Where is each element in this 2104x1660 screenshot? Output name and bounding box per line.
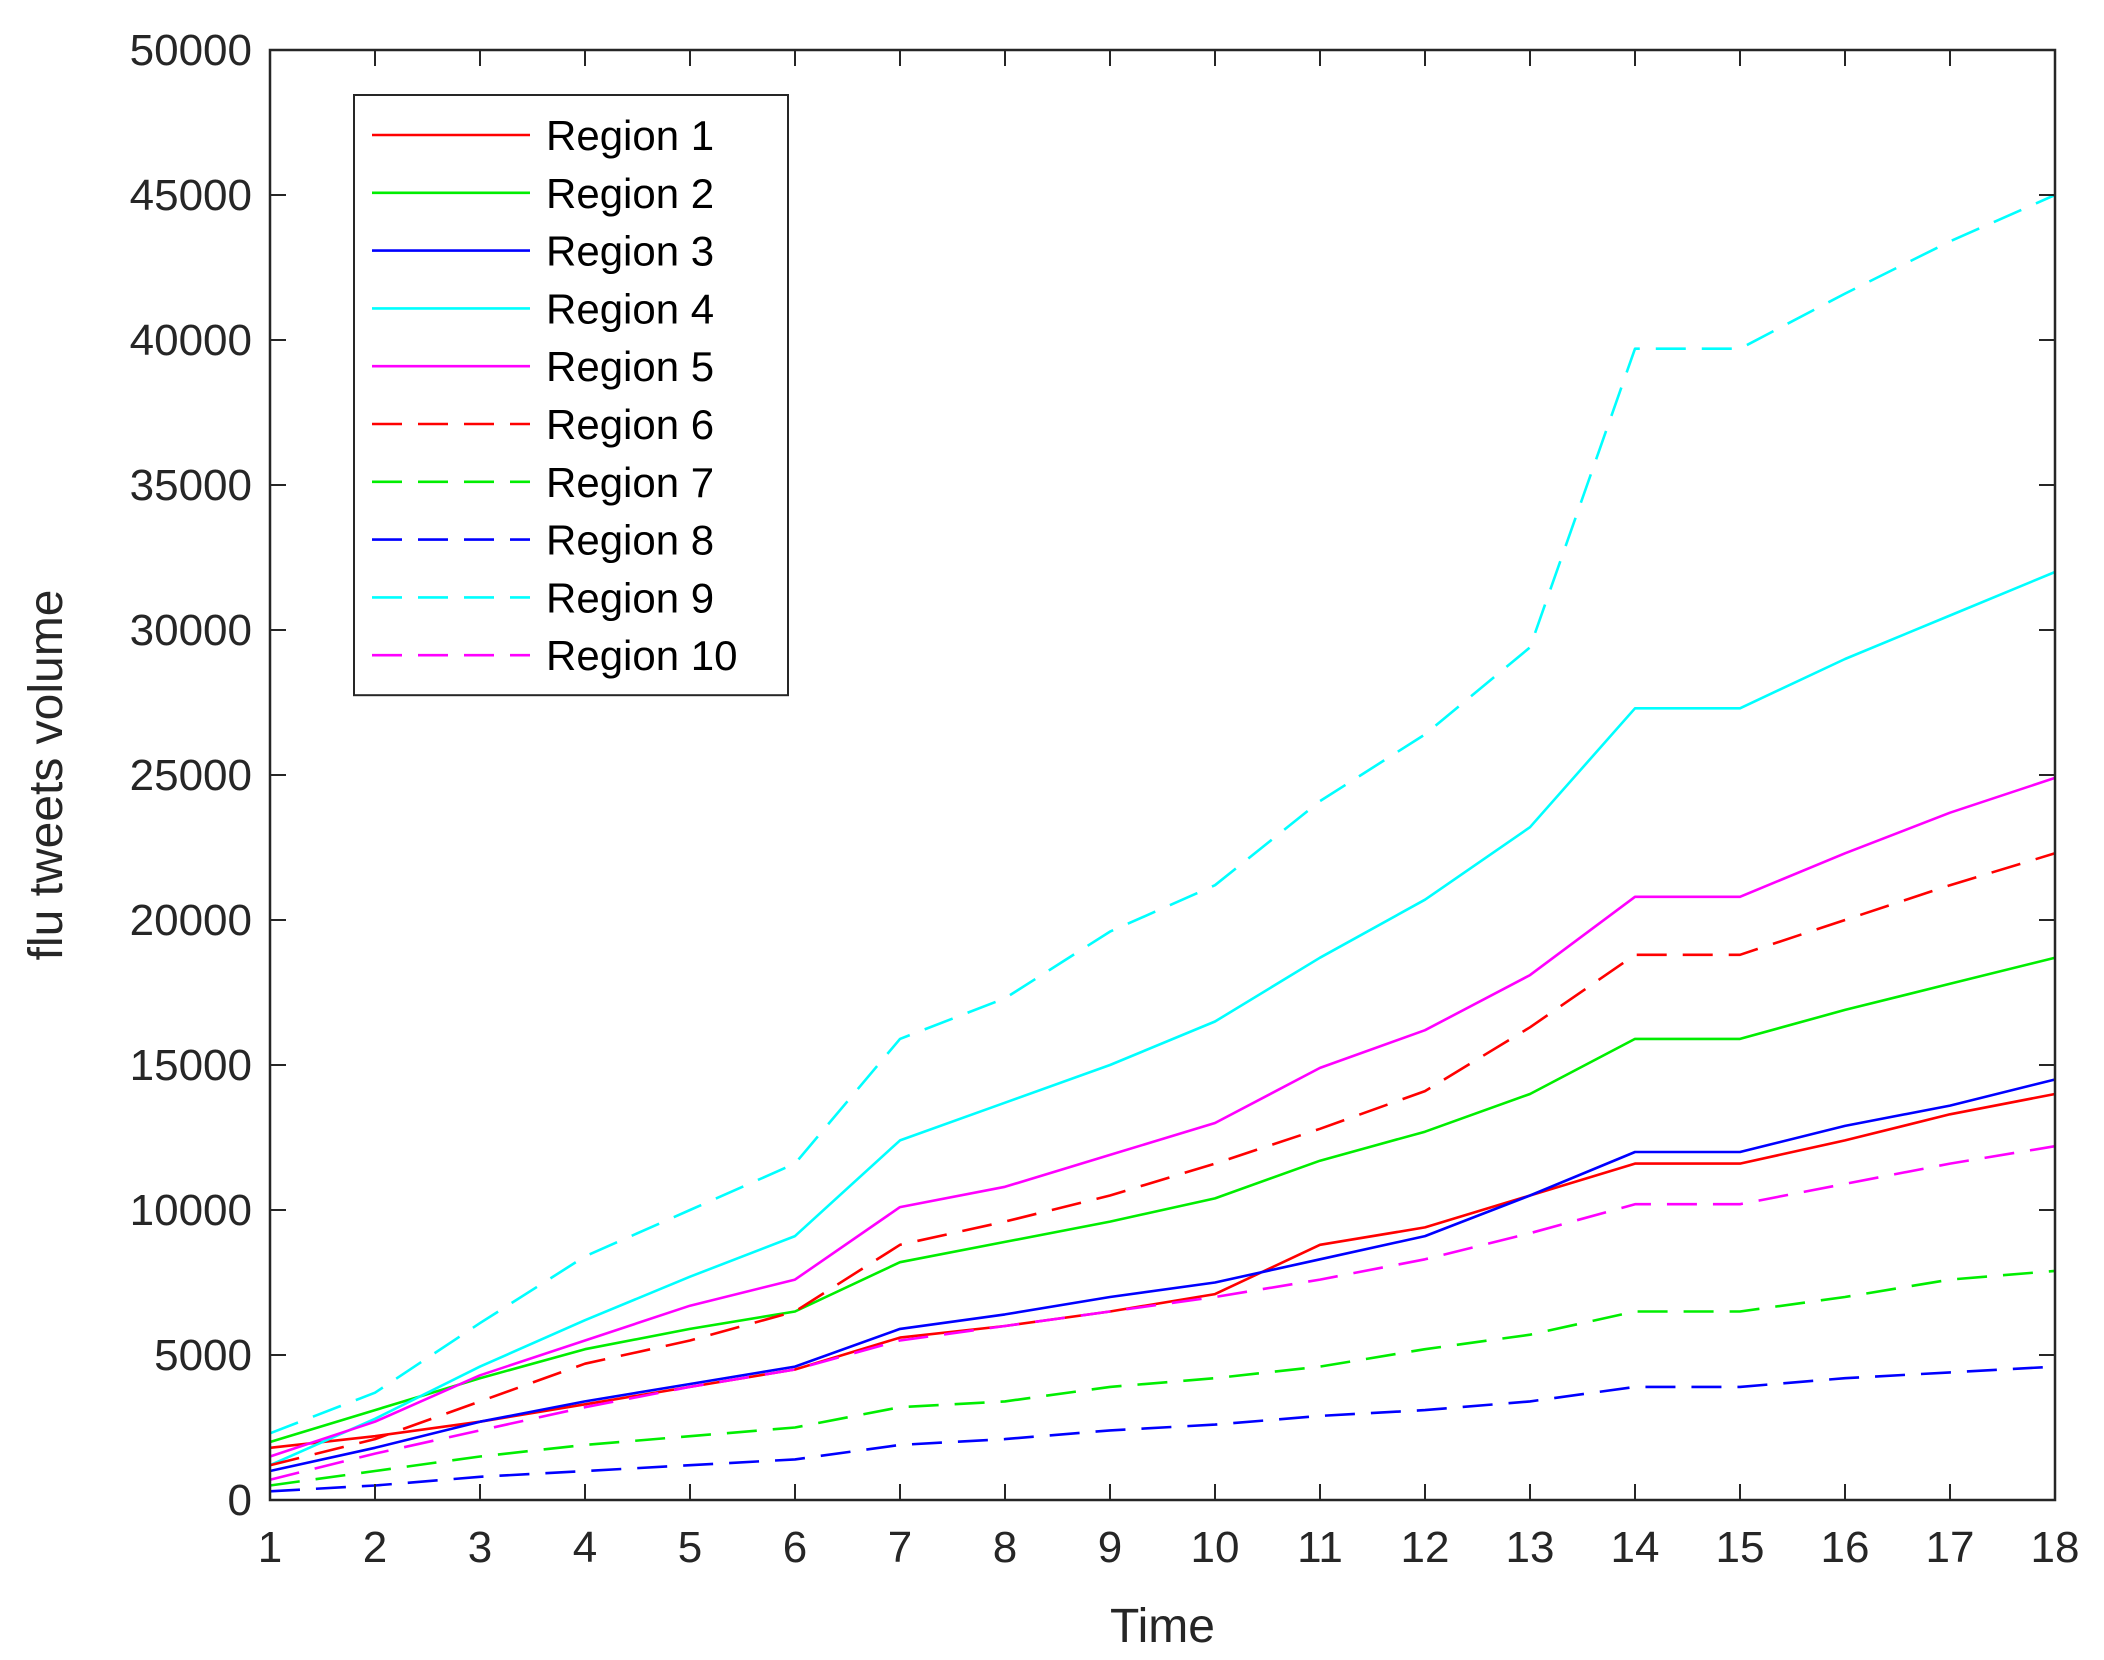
legend-label-region-3: Region 3: [546, 228, 714, 275]
series-line-region-1: [269, 1092, 2056, 1450]
legend-label-region-8: Region 8: [546, 517, 714, 564]
x-axis-label: Time: [1110, 1600, 1215, 1653]
x-tick-label: 13: [1506, 1523, 1555, 1572]
x-tick-label: 10: [1191, 1523, 1240, 1572]
y-tick-label: 0: [228, 1476, 252, 1525]
series-line-region-5: [269, 776, 2056, 1458]
y-axis-ticks: 0 5000 10000 15000 20000 25000 30000 35000 40000…: [130, 26, 2055, 1525]
x-tick-label: 18: [2031, 1523, 2080, 1572]
x-tick-label: 14: [1611, 1523, 1660, 1572]
series-line-region-4: [269, 570, 2056, 1467]
y-tick-label: 50000: [130, 26, 252, 75]
legend-label-region-6: Region 6: [546, 401, 714, 448]
legend: Region 1 Region 2 Region 3 Region 4 Region 5…: [353, 94, 789, 697]
y-tick-label: 30000: [130, 606, 252, 655]
series-line-region-2: [269, 956, 2056, 1444]
y-tick-label: 45000: [130, 171, 252, 220]
legend-label-region-2: Region 2: [546, 170, 714, 217]
legend-label-region-4: Region 4: [546, 285, 714, 332]
series-line-region-8: [269, 1365, 2056, 1493]
x-tick-label: 6: [783, 1523, 807, 1572]
x-tick-label: 2: [363, 1523, 387, 1572]
series-line-region-3: [269, 1078, 2056, 1473]
legend-label-region-7: Region 7: [546, 459, 714, 506]
x-axis-ticks: 1 2 3 4 5 6 7 8 9 10 11 12 13 14 15 16 17 18: [258, 50, 2080, 1572]
series-line-region-6: [269, 852, 2056, 1467]
x-tick-label: 11: [1297, 1523, 1343, 1572]
x-tick-label: 7: [888, 1523, 912, 1572]
series-layer: [269, 193, 2056, 1493]
series-line-region-10: [269, 1144, 2056, 1481]
x-tick-label: 15: [1716, 1523, 1765, 1572]
legend-label-region-9: Region 9: [546, 574, 714, 621]
series-line-region-7: [269, 1269, 2056, 1487]
x-tick-label: 4: [573, 1523, 597, 1572]
x-tick-label: 16: [1821, 1523, 1870, 1572]
series-line-region-9: [269, 193, 2056, 1435]
y-tick-label: 10000: [130, 1186, 252, 1235]
x-tick-label: 3: [468, 1523, 492, 1572]
legend-box: [353, 94, 789, 697]
y-axis-label: flu tweets volume: [20, 590, 73, 961]
y-tick-label: 35000: [130, 461, 252, 510]
y-tick-label: 40000: [130, 316, 252, 365]
y-tick-label: 15000: [130, 1041, 252, 1090]
x-tick-label: 5: [678, 1523, 702, 1572]
legend-label-region-1: Region 1: [546, 112, 714, 159]
x-tick-label: 12: [1401, 1523, 1450, 1572]
x-tick-label: 1: [258, 1523, 282, 1572]
legend-label-region-5: Region 5: [546, 343, 714, 390]
x-tick-label: 17: [1926, 1523, 1975, 1572]
x-tick-label: 9: [1098, 1523, 1122, 1572]
x-tick-label: 8: [993, 1523, 1017, 1572]
legend-label-region-10: Region 10: [546, 632, 737, 679]
y-tick-label: 25000: [130, 751, 252, 800]
y-tick-label: 5000: [154, 1331, 252, 1380]
y-tick-label: 20000: [130, 896, 252, 945]
